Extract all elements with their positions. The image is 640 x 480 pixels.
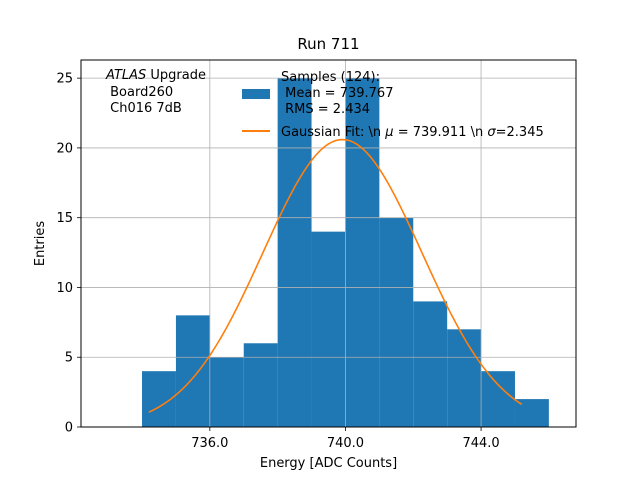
y-tick-label: 25 <box>56 72 73 87</box>
annotation-upgrade: Upgrade <box>146 68 206 83</box>
y-tick-label: 15 <box>56 211 73 226</box>
histogram-bar <box>175 315 210 427</box>
legend-samples-line-2: Mean = 739.767 <box>281 86 393 101</box>
grid <box>81 60 576 428</box>
gaussian-fit-line <box>148 138 523 413</box>
legend-fit-text-1: Gaussian Fit: \n <box>281 125 385 140</box>
histogram-bar <box>481 371 515 427</box>
gaussian-fit <box>148 138 523 413</box>
x-tick-label: 744.0 <box>462 436 499 451</box>
plot-area-frame <box>80 59 577 428</box>
axis-ticks: 736.0 740.0 744.0 0 5 10 15 20 25 <box>56 72 499 451</box>
legend-fit-mu: μ <box>384 125 393 140</box>
y-axis-label: Entries <box>33 221 48 267</box>
histogram-bar <box>243 343 278 427</box>
histogram-bar <box>345 78 380 427</box>
annotation-line-1: ATLAS Upgrade <box>105 68 206 83</box>
annotation-atlas: ATLAS <box>105 68 146 83</box>
atlas-annotation: ATLAS Upgrade Board260 Ch016 7dB <box>105 68 206 116</box>
y-tick-label: 10 <box>56 281 73 296</box>
histogram-bar <box>447 329 482 427</box>
legend-samples-line-3: RMS = 2.434 <box>281 102 370 117</box>
legend-fit-text-2: = 739.911 \n <box>394 125 488 140</box>
histogram-bar <box>277 78 312 427</box>
chart-title: Run 711 <box>297 35 359 53</box>
legend-fit-text-3: =2.345 <box>496 125 544 140</box>
annotation-line-3: Ch016 7dB <box>106 101 182 116</box>
histogram-bar <box>413 301 448 427</box>
x-tick-label: 740.0 <box>327 436 364 451</box>
legend-samples-line-1: Samples (124): <box>281 70 380 85</box>
y-tick-label: 5 <box>65 351 73 366</box>
y-tick-label: 20 <box>56 141 73 156</box>
histogram-bar <box>311 231 346 427</box>
legend-fit-sigma: σ <box>487 125 496 140</box>
histogram-bar <box>209 357 244 427</box>
legend: Samples (124): Mean = 739.767 RMS = 2.43… <box>242 70 544 140</box>
legend-samples-swatch <box>242 89 270 99</box>
x-tick-label: 736.0 <box>191 436 228 451</box>
histogram-bars <box>142 78 549 427</box>
histogram-bar <box>379 217 414 427</box>
annotation-line-2: Board260 <box>106 85 173 100</box>
x-axis-label: Energy [ADC Counts] <box>260 456 397 471</box>
legend-fit-label: Gaussian Fit: \n μ = 739.911 \n σ=2.345 <box>281 125 544 140</box>
y-tick-label: 0 <box>65 421 73 436</box>
